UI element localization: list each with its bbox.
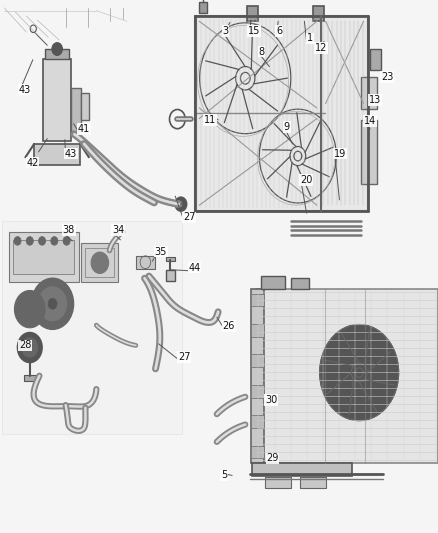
Text: 29: 29 <box>266 454 279 463</box>
Text: 8: 8 <box>258 47 265 56</box>
Bar <box>24 375 36 381</box>
Circle shape <box>52 43 62 55</box>
Circle shape <box>51 237 58 245</box>
Bar <box>71 88 81 131</box>
Circle shape <box>26 237 33 245</box>
Bar <box>251 446 264 458</box>
Bar <box>45 49 69 59</box>
Text: 26: 26 <box>223 321 235 331</box>
Text: 41: 41 <box>78 124 90 134</box>
Text: 35: 35 <box>155 247 167 256</box>
Text: 44: 44 <box>188 263 201 272</box>
Bar <box>251 385 264 398</box>
Bar <box>256 289 438 463</box>
Circle shape <box>22 338 38 357</box>
Bar <box>251 415 264 428</box>
Text: 3: 3 <box>223 26 229 36</box>
Text: 38: 38 <box>63 225 75 235</box>
Text: 12: 12 <box>314 43 327 53</box>
Circle shape <box>39 287 67 321</box>
Text: 9: 9 <box>284 122 290 132</box>
Text: 19: 19 <box>334 149 346 158</box>
Text: 30: 30 <box>265 395 277 405</box>
Bar <box>252 463 352 476</box>
Circle shape <box>14 237 21 245</box>
Text: 34: 34 <box>112 225 124 235</box>
Circle shape <box>18 333 42 362</box>
Text: 11: 11 <box>204 115 216 125</box>
Bar <box>265 477 291 488</box>
Bar <box>13 240 74 274</box>
Bar <box>313 6 324 21</box>
Text: 13: 13 <box>369 95 381 105</box>
Bar <box>251 294 264 306</box>
Text: 28: 28 <box>19 341 32 350</box>
Text: 5: 5 <box>221 471 227 480</box>
Bar <box>291 278 309 289</box>
Circle shape <box>91 252 109 273</box>
Text: 43: 43 <box>65 149 77 158</box>
Text: 42: 42 <box>26 158 39 167</box>
Bar <box>81 243 118 282</box>
Bar <box>361 77 377 109</box>
Bar <box>166 270 175 281</box>
Text: 15: 15 <box>248 26 260 36</box>
Bar <box>85 248 114 277</box>
Text: 1: 1 <box>307 34 313 43</box>
Text: 23: 23 <box>381 72 393 82</box>
Bar <box>43 59 71 141</box>
Text: 43: 43 <box>18 85 31 94</box>
Circle shape <box>63 237 70 245</box>
Circle shape <box>39 237 46 245</box>
Bar <box>261 276 285 289</box>
Circle shape <box>14 290 45 328</box>
Text: 6: 6 <box>276 26 282 36</box>
Circle shape <box>175 197 187 211</box>
Bar <box>9 232 79 282</box>
Bar <box>247 6 258 21</box>
Bar <box>251 354 264 367</box>
Bar <box>34 144 80 165</box>
Text: 27: 27 <box>183 213 196 222</box>
Bar <box>81 93 89 120</box>
Bar <box>251 324 264 337</box>
Bar <box>136 256 155 269</box>
Bar <box>195 16 368 211</box>
Circle shape <box>32 278 74 329</box>
Bar <box>2 221 182 434</box>
Circle shape <box>48 298 57 309</box>
Bar <box>199 2 207 13</box>
Bar <box>370 49 381 70</box>
Bar <box>361 120 377 184</box>
Bar <box>300 477 326 488</box>
Text: 20: 20 <box>300 175 312 185</box>
Text: 14: 14 <box>364 116 376 126</box>
Circle shape <box>320 325 399 421</box>
Text: 27: 27 <box>178 352 191 362</box>
Bar <box>166 257 175 261</box>
Bar <box>251 289 264 463</box>
